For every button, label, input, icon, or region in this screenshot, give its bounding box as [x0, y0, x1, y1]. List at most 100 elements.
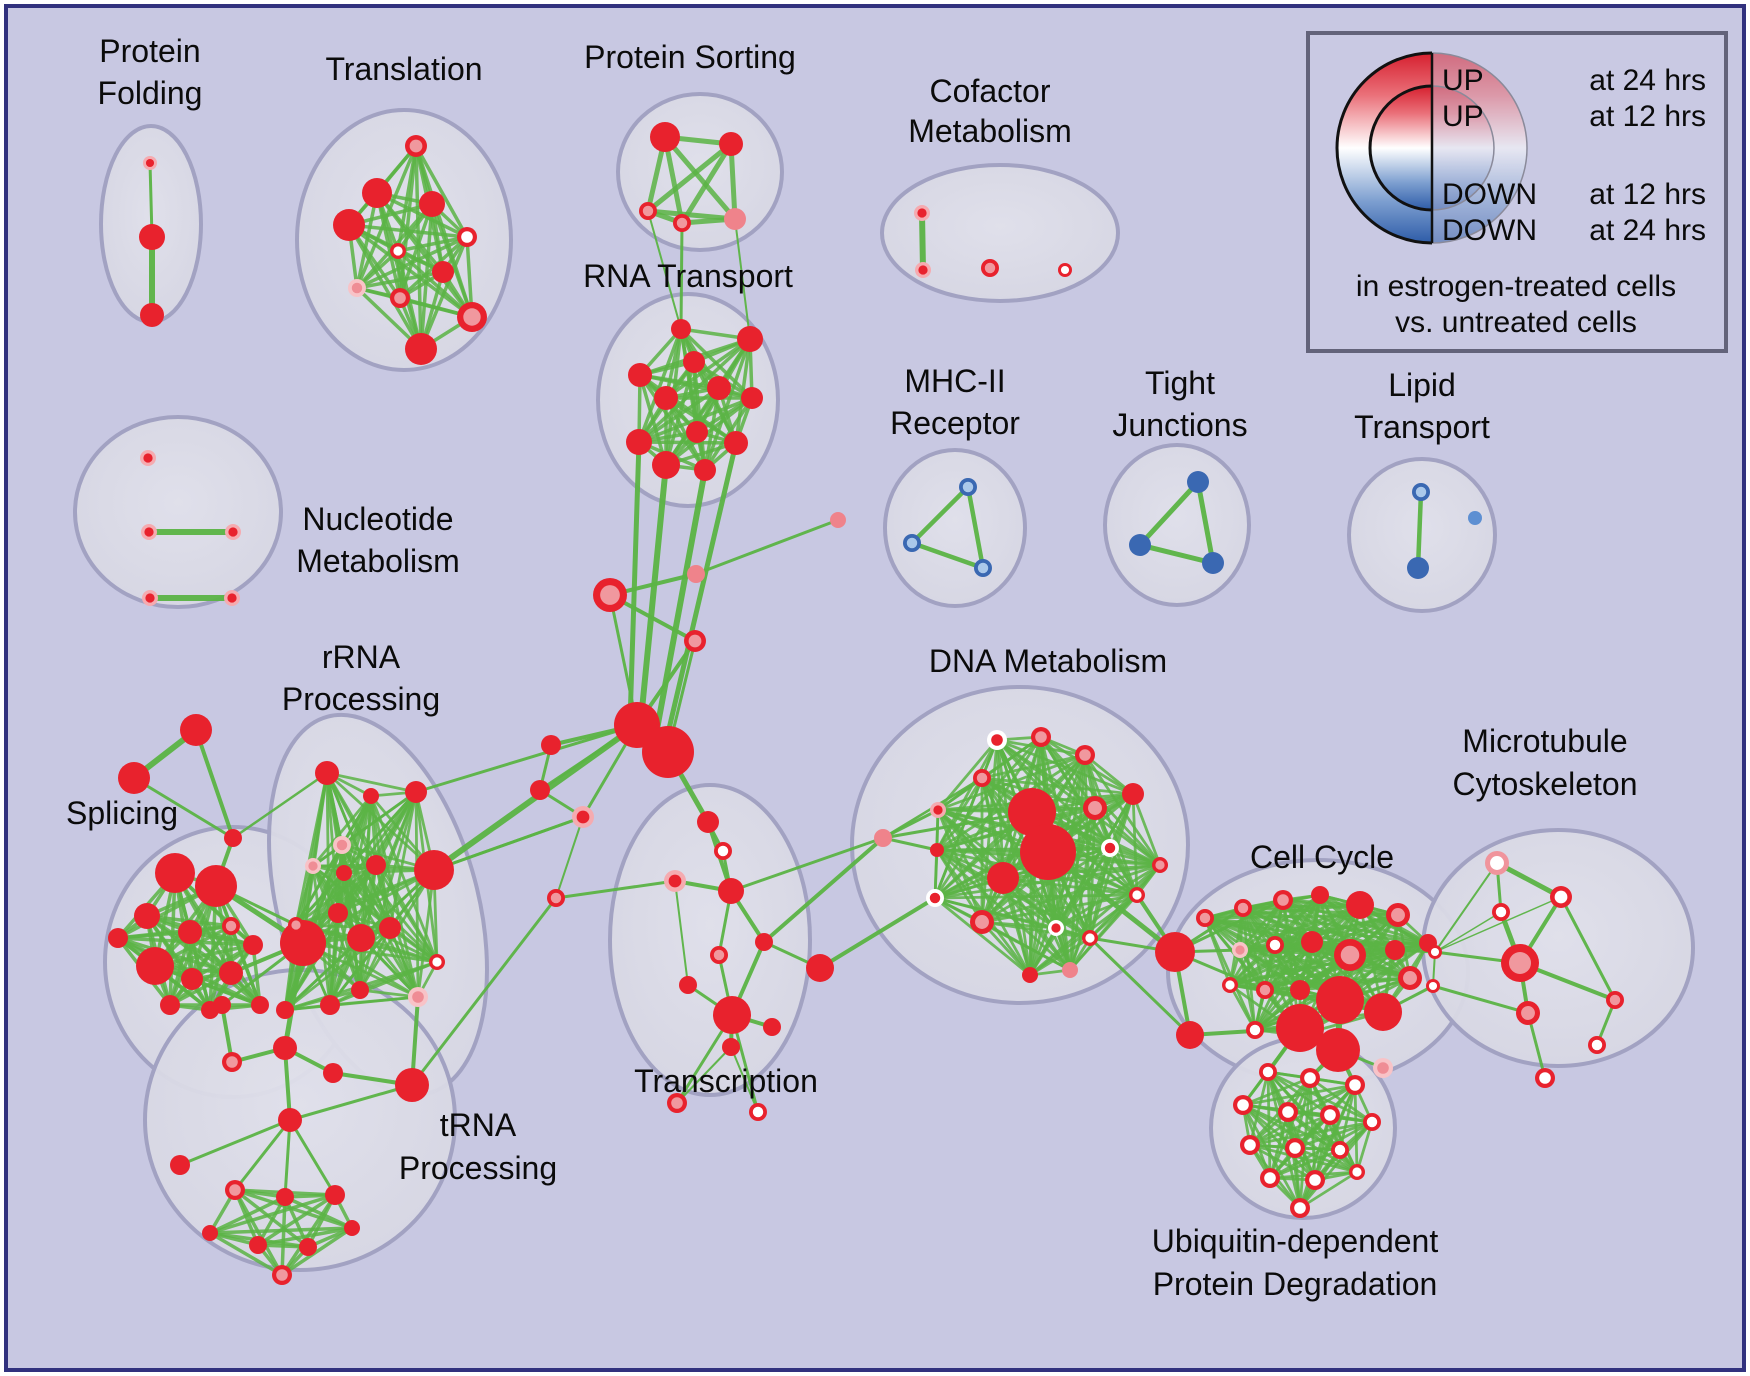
- edge: [1310, 940, 1430, 945]
- edge: [662, 134, 738, 222]
- node: [323, 1063, 343, 1083]
- edge: [1286, 1083, 1357, 1114]
- node: [1176, 1021, 1204, 1049]
- node: [933, 805, 943, 815]
- edge: [1083, 753, 1139, 897]
- node: [366, 855, 386, 875]
- node: [299, 1238, 317, 1256]
- node: [351, 282, 363, 294]
- node: [108, 928, 128, 948]
- figure-frame: [4, 4, 1746, 1372]
- edge: [1054, 893, 1139, 930]
- cluster-label-rrna-processing: Processing: [282, 681, 440, 717]
- node: [671, 319, 691, 339]
- edge: [416, 868, 436, 999]
- edge: [637, 462, 669, 733]
- node: [432, 261, 454, 283]
- node: [144, 527, 154, 537]
- edge: [664, 337, 752, 400]
- cluster-label-transcription: Transcription: [634, 1063, 818, 1099]
- edge: [1228, 940, 1314, 987]
- node: [320, 995, 340, 1015]
- node: [243, 935, 263, 955]
- edge: [1415, 489, 1424, 571]
- edge: [1137, 542, 1216, 566]
- node: [1385, 940, 1405, 960]
- node: [717, 845, 729, 857]
- node: [737, 326, 763, 352]
- edge: [980, 863, 1162, 924]
- edge: [933, 846, 1112, 900]
- node: [1316, 976, 1364, 1024]
- cluster-label-lipid-transport: Transport: [1354, 409, 1490, 445]
- node: [249, 1236, 267, 1254]
- node: [541, 735, 561, 755]
- edge: [679, 221, 684, 331]
- node: [1129, 534, 1151, 556]
- edge: [555, 816, 584, 899]
- node: [1020, 824, 1076, 880]
- legend-row-1-time: at 12 hrs: [1589, 100, 1706, 133]
- node: [143, 453, 153, 463]
- node: [409, 139, 423, 153]
- node: [1415, 486, 1427, 498]
- node: [362, 178, 392, 208]
- node: [652, 451, 680, 479]
- edge: [1248, 1143, 1359, 1174]
- node: [991, 734, 1003, 746]
- edge: [674, 880, 689, 986]
- node: [1366, 1116, 1378, 1128]
- node: [394, 292, 406, 304]
- cluster-ellipse-lipid-transport: [1347, 457, 1497, 613]
- node: [178, 920, 202, 944]
- node: [1290, 980, 1310, 1000]
- node: [830, 512, 846, 528]
- edge: [1559, 895, 1617, 1002]
- node: [713, 996, 751, 1034]
- node: [1277, 894, 1289, 906]
- node: [1364, 993, 1402, 1031]
- edge: [645, 141, 734, 214]
- node: [962, 481, 974, 493]
- node: [642, 726, 694, 778]
- edge: [980, 753, 1087, 780]
- edge: [909, 484, 971, 546]
- cluster-label-mhc-ii-receptor: Receptor: [890, 405, 1020, 441]
- edge: [1494, 860, 1564, 900]
- cluster-label-trna-processing: tRNA: [440, 1107, 517, 1143]
- node: [694, 459, 716, 481]
- node: [1468, 511, 1482, 525]
- node: [676, 217, 688, 229]
- node: [351, 981, 369, 999]
- node: [1334, 1144, 1346, 1156]
- node: [1311, 886, 1329, 904]
- node: [155, 853, 195, 893]
- cluster-label-rna-transport: RNA Transport: [583, 258, 793, 294]
- edge: [280, 1226, 354, 1277]
- node: [414, 850, 454, 890]
- node: [419, 191, 445, 217]
- node: [530, 780, 550, 800]
- edge: [283, 1195, 354, 1230]
- node: [1035, 731, 1047, 743]
- edge: [328, 911, 340, 1007]
- edge: [311, 794, 373, 868]
- edge: [1268, 1148, 1342, 1180]
- node: [550, 892, 562, 904]
- edge: [1281, 898, 1400, 917]
- edge: [1248, 1120, 1374, 1147]
- edge: [1253, 988, 1302, 1032]
- node: [1060, 265, 1070, 275]
- node: [1304, 1072, 1316, 1084]
- node: [134, 903, 160, 929]
- edge: [881, 836, 939, 852]
- edge: [730, 1046, 759, 1113]
- node: [219, 961, 243, 985]
- legend-row-1-dir: UP: [1442, 100, 1484, 133]
- node: [273, 1036, 297, 1060]
- cluster-ellipse-cofactor-metabolism: [880, 163, 1120, 303]
- node: [930, 843, 944, 857]
- node: [576, 810, 590, 824]
- edge: [1238, 903, 1362, 952]
- node: [917, 208, 927, 218]
